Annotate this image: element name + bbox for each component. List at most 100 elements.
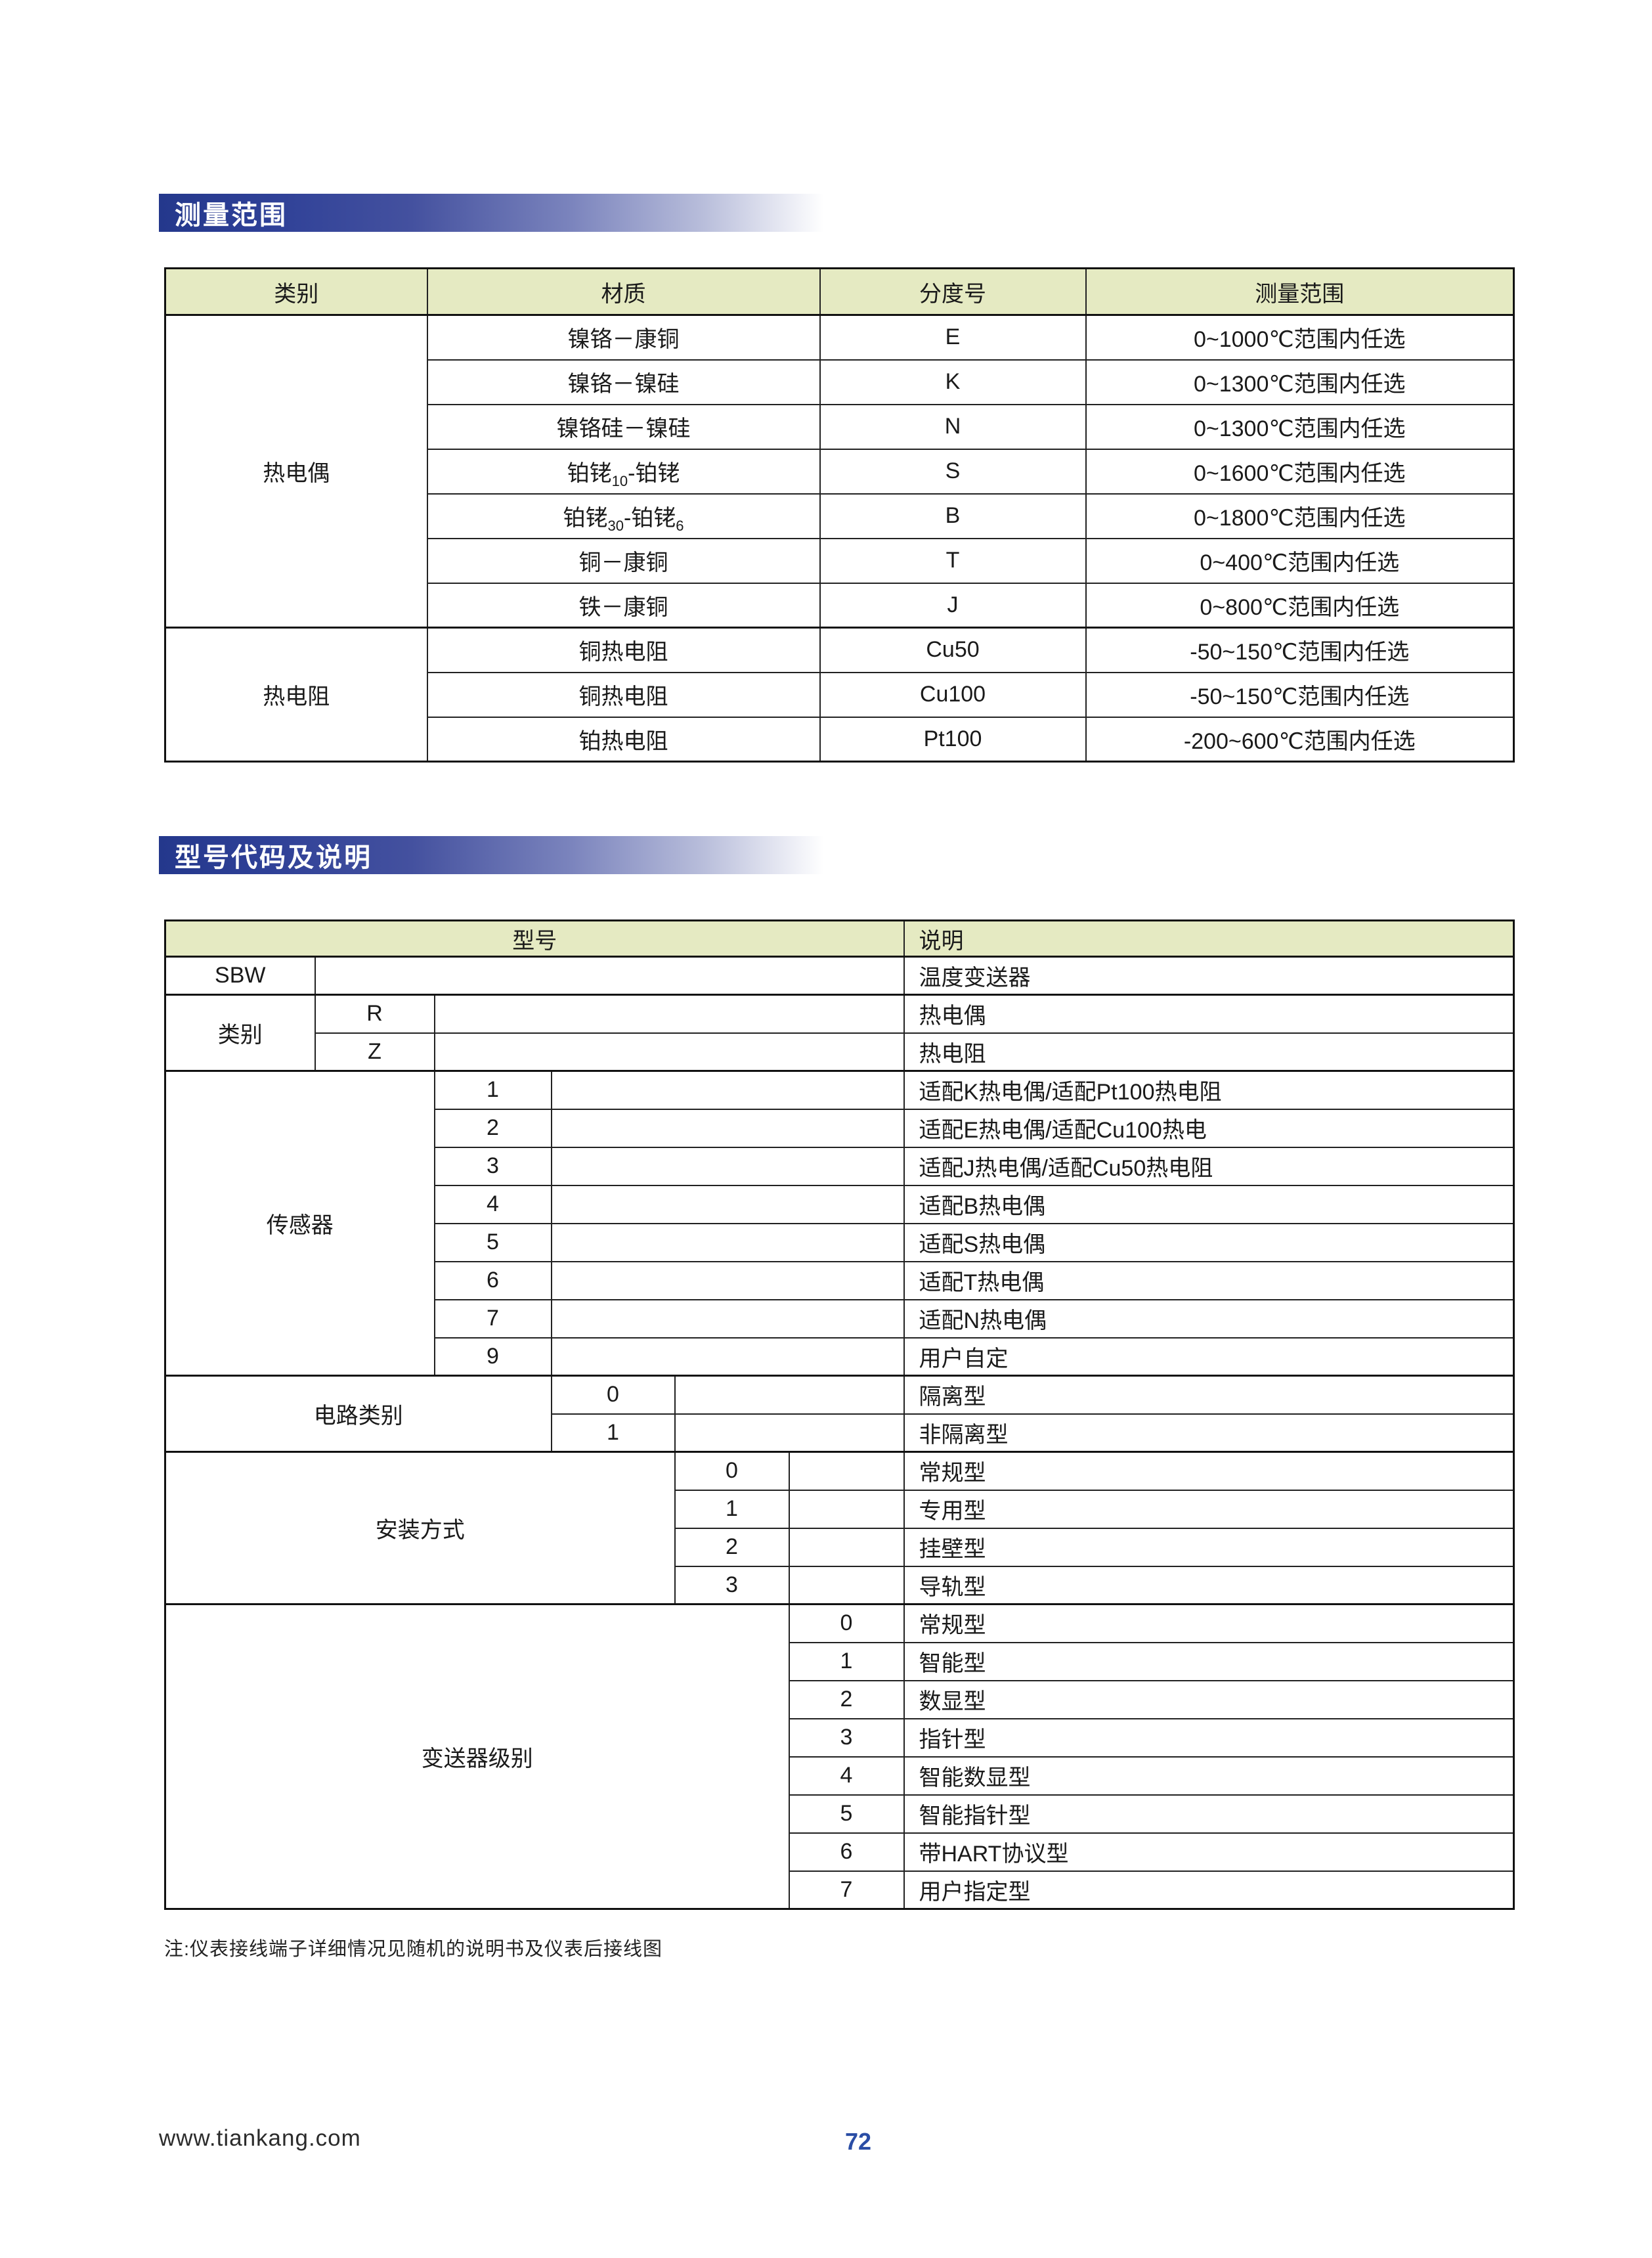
range-cell: 0~1600℃范围内任选 (1085, 448, 1515, 495)
material-cell: 铂铑10-铂铑 (426, 448, 821, 495)
model-desc-cell: 适配J热电偶/适配Cu50热电阻 (903, 1146, 1515, 1186)
header-index: 分度号 (819, 267, 1087, 316)
model-desc-cell: 适配K热电偶/适配Pt100热电阻 (903, 1070, 1515, 1110)
table-row: Z 热电阻 (165, 1032, 1515, 1072)
index-cell: B (819, 493, 1087, 539)
model-desc-cell: 指针型 (903, 1717, 1515, 1758)
model-code-cell: 7 (433, 1298, 552, 1339)
model-desc-cell: 热电偶 (903, 994, 1515, 1034)
model-code-cell: 2 (433, 1108, 552, 1148)
table-row: 9 用户自定 (165, 1337, 1515, 1377)
table-row: 2 挂壁型 (165, 1527, 1515, 1567)
model-code-cell: 9 (433, 1337, 552, 1377)
section-banner-model: 型号代码及说明 (159, 836, 824, 874)
material-cell: 铂铑30-铂铑6 (426, 493, 821, 539)
model-empty-cell (550, 1298, 905, 1339)
material-cell: 镍铬－镍硅 (426, 359, 821, 405)
table-row: 1 智能型 (165, 1641, 1515, 1681)
material-cell: 铁－康铜 (426, 582, 821, 629)
index-cell: J (819, 582, 1087, 629)
model-empty-cell (550, 1222, 905, 1262)
material-cell: 镍铬－康铜 (426, 314, 821, 361)
range-cell: 0~1300℃范围内任选 (1085, 359, 1515, 405)
model-code-cell: 5 (433, 1222, 552, 1262)
model-empty-cell (433, 1032, 905, 1072)
model-desc-cell: 温度变送器 (903, 956, 1515, 996)
model-code-cell: 0 (788, 1603, 905, 1643)
table-row: 变送器级别 0 常规型 (164, 1603, 1515, 1910)
table-row: 安装方式 0 常规型 (164, 1451, 1515, 1605)
table-row: 铂热电阻 Pt100 -200~600℃范围内任选 (165, 716, 1515, 763)
material-cell: 铜热电阻 (426, 671, 821, 718)
index-cell: T (819, 537, 1087, 584)
header-row: 类别 材质 分度号 测量范围 (164, 267, 1515, 316)
index-cell: N (819, 403, 1087, 450)
model-empty-cell (550, 1337, 905, 1377)
footer-website: www.tiankang.com (159, 2125, 361, 2151)
model-code-cell: R (314, 994, 435, 1034)
table-row: SBW 温度变送器 (164, 956, 1515, 996)
table-row: 热电阻 铜热电阻 Cu50 -50~150℃范围内任选 (164, 627, 1515, 763)
table-row: 3 导轨型 (165, 1565, 1515, 1605)
model-desc-cell: 热电阻 (903, 1032, 1515, 1072)
section-title-measurement: 测量范围 (175, 201, 288, 230)
model-desc-cell: 适配S热电偶 (903, 1222, 1515, 1262)
model-desc-cell: 适配N热电偶 (903, 1298, 1515, 1339)
table-row: 6 适配T热电偶 (165, 1260, 1515, 1300)
range-cell: -50~150℃范围内任选 (1085, 671, 1515, 718)
table-row: 铜热电阻 Cu100 -50~150℃范围内任选 (165, 671, 1515, 718)
model-code-cell: 6 (433, 1260, 552, 1300)
table-row: 铜－康铜 T 0~400℃范围内任选 (165, 537, 1515, 584)
model-desc-cell: 智能指针型 (903, 1794, 1515, 1834)
table-row: 4 智能数显型 (165, 1756, 1515, 1796)
table-row: 镍铬－镍硅 K 0~1300℃范围内任选 (165, 359, 1515, 405)
table-row: 镍铬硅－镍硅 N 0~1300℃范围内任选 (165, 403, 1515, 450)
model-code-cell: 1 (433, 1070, 552, 1110)
model-code-cell: 3 (788, 1717, 905, 1758)
model-code-cell: 0 (674, 1451, 790, 1491)
model-code-cell: 3 (433, 1146, 552, 1186)
header-row: 型号 说明 (164, 919, 1515, 958)
header-material: 材质 (426, 267, 821, 316)
model-table-body: SBW 温度变送器 类别 R 热电偶 Z 热电阻 传感器 1 适配K热电偶/适配Pt100热电阻 2… (164, 956, 1515, 1910)
section-banner-measurement: 测量范围 (159, 194, 824, 232)
table-row: 2 适配E热电偶/适配Cu100热电 (165, 1108, 1515, 1148)
table-row: 4 适配B热电偶 (165, 1184, 1515, 1224)
model-label-cell: 传感器 (164, 1070, 435, 1377)
model-label-cell: SBW (164, 956, 316, 996)
table-row: 铁－康铜 J 0~800℃范围内任选 (165, 582, 1515, 629)
range-cell: 0~800℃范围内任选 (1085, 582, 1515, 629)
model-desc-cell: 适配B热电偶 (903, 1184, 1515, 1224)
model-code-cell: 4 (433, 1184, 552, 1224)
model-desc-cell: 导轨型 (903, 1565, 1515, 1605)
table-row: 铂铑10-铂铑 S 0~1600℃范围内任选 (165, 448, 1515, 495)
model-empty-cell (788, 1489, 905, 1529)
model-desc-cell: 智能数显型 (903, 1756, 1515, 1796)
range-cell: -200~600℃范围内任选 (1085, 716, 1515, 763)
model-code-cell: 6 (788, 1832, 905, 1872)
model-desc-cell: 常规型 (903, 1603, 1515, 1643)
model-desc-cell: 适配E热电偶/适配Cu100热电 (903, 1108, 1515, 1148)
model-desc-cell: 挂壁型 (903, 1527, 1515, 1567)
model-empty-cell (550, 1070, 905, 1110)
model-empty-cell (550, 1260, 905, 1300)
model-desc-cell: 智能型 (903, 1641, 1515, 1681)
footnote: 注:仪表接线端子详细情况见随机的说明书及仪表后接线图 (164, 1939, 663, 1960)
index-cell: Pt100 (819, 716, 1087, 763)
measurement-table: 类别 材质 分度号 测量范围 热电偶 镍铬－康铜 E 0~1000℃范围内任选 镍铬－镍… (164, 267, 1515, 763)
model-code-cell: 4 (788, 1756, 905, 1796)
table-row: 2 数显型 (165, 1679, 1515, 1719)
header-model: 型号 (164, 919, 905, 958)
table-row: 3 适配J热电偶/适配Cu50热电阻 (165, 1146, 1515, 1186)
range-cell: 0~1300℃范围内任选 (1085, 403, 1515, 450)
model-desc-cell: 常规型 (903, 1451, 1515, 1491)
model-desc-cell: 用户指定型 (903, 1870, 1515, 1910)
model-label-cell: 安装方式 (164, 1451, 676, 1605)
table-row: 3 指针型 (165, 1717, 1515, 1758)
index-cell: K (819, 359, 1087, 405)
model-code-cell: 3 (674, 1565, 790, 1605)
model-empty-cell (788, 1565, 905, 1605)
model-desc-cell: 适配T热电偶 (903, 1260, 1515, 1300)
model-empty-cell (674, 1413, 905, 1453)
model-label-cell: 电路类别 (164, 1375, 552, 1453)
